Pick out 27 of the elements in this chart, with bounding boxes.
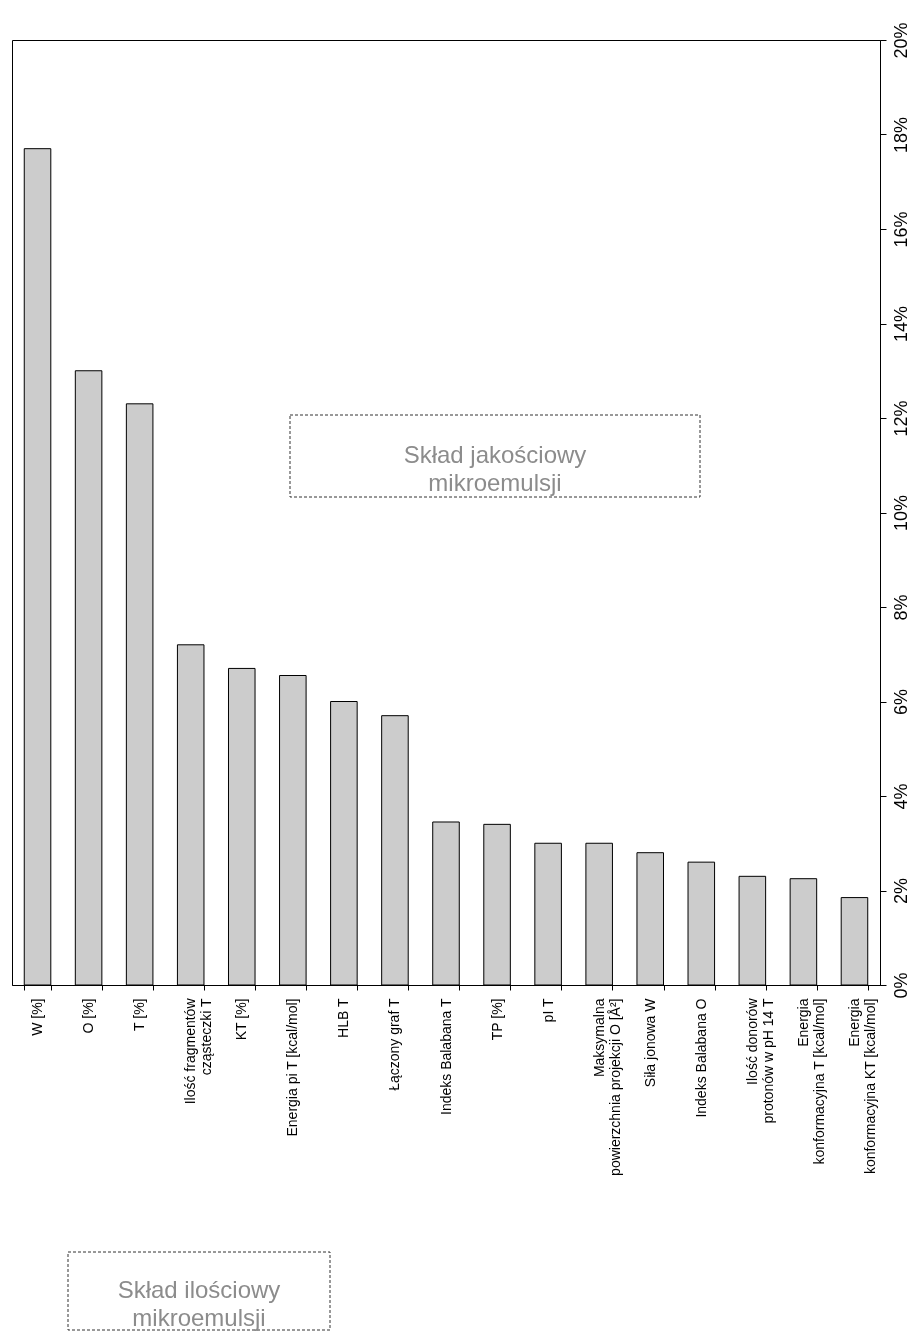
y-tick-label: 16%	[890, 211, 911, 248]
x-tick-label: Ilość donorów protonów w pH 14 T	[743, 997, 776, 1124]
y-tick-label: 6%	[890, 688, 911, 716]
y-tick-label: 12%	[890, 400, 911, 437]
annotation: Skład jakościowy mikroemulsji	[403, 441, 587, 496]
y-tick-label: 10%	[890, 494, 911, 532]
x-tick-label: Energia pi T [kcal/mol]	[284, 998, 301, 1137]
x-tick-label: O [%]	[80, 998, 97, 1034]
x-tick-label: Indeks Balabana T	[437, 998, 454, 1115]
x-tick-label: W [%]	[29, 998, 46, 1036]
y-tick-label: 0%	[890, 972, 911, 999]
y-tick-label: 20%	[890, 22, 911, 59]
y-tick-label: 4%	[890, 783, 911, 810]
y-tick-label: 18%	[890, 116, 911, 154]
x-tick-label: TP [%]	[488, 998, 505, 1041]
x-tick-label: T [%]	[131, 998, 148, 1031]
y-tick-label: 8%	[890, 594, 911, 621]
text: Skład ilościowy mikroemulsji	[117, 1276, 281, 1331]
x-tick-label: Ilość fragmentów cząsteczki T	[182, 997, 215, 1105]
x-tick-label: Siła jonowa W	[641, 997, 658, 1088]
x-tick-label: KT [%]	[233, 998, 250, 1041]
x-tick-label: Łączony graf T	[386, 998, 403, 1091]
x-tick-label: HLB T	[335, 998, 352, 1038]
y-tick-label: 2%	[890, 877, 911, 905]
y-tick-label: 14%	[890, 305, 911, 343]
x-tick-label: Indeks Balabana O	[692, 998, 709, 1118]
x-tick-label: pI T	[539, 998, 556, 1023]
